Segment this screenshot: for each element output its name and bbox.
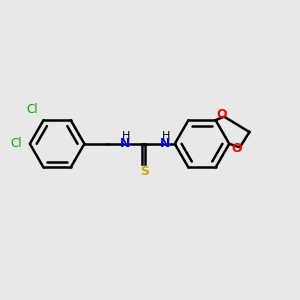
Text: N: N xyxy=(119,137,130,150)
Text: S: S xyxy=(140,165,149,178)
Text: O: O xyxy=(232,142,242,155)
Text: O: O xyxy=(217,108,227,122)
Text: Cl: Cl xyxy=(27,103,38,116)
Text: N: N xyxy=(160,137,170,150)
Text: H: H xyxy=(122,131,130,141)
Text: Cl: Cl xyxy=(10,137,22,150)
Text: H: H xyxy=(162,131,171,141)
